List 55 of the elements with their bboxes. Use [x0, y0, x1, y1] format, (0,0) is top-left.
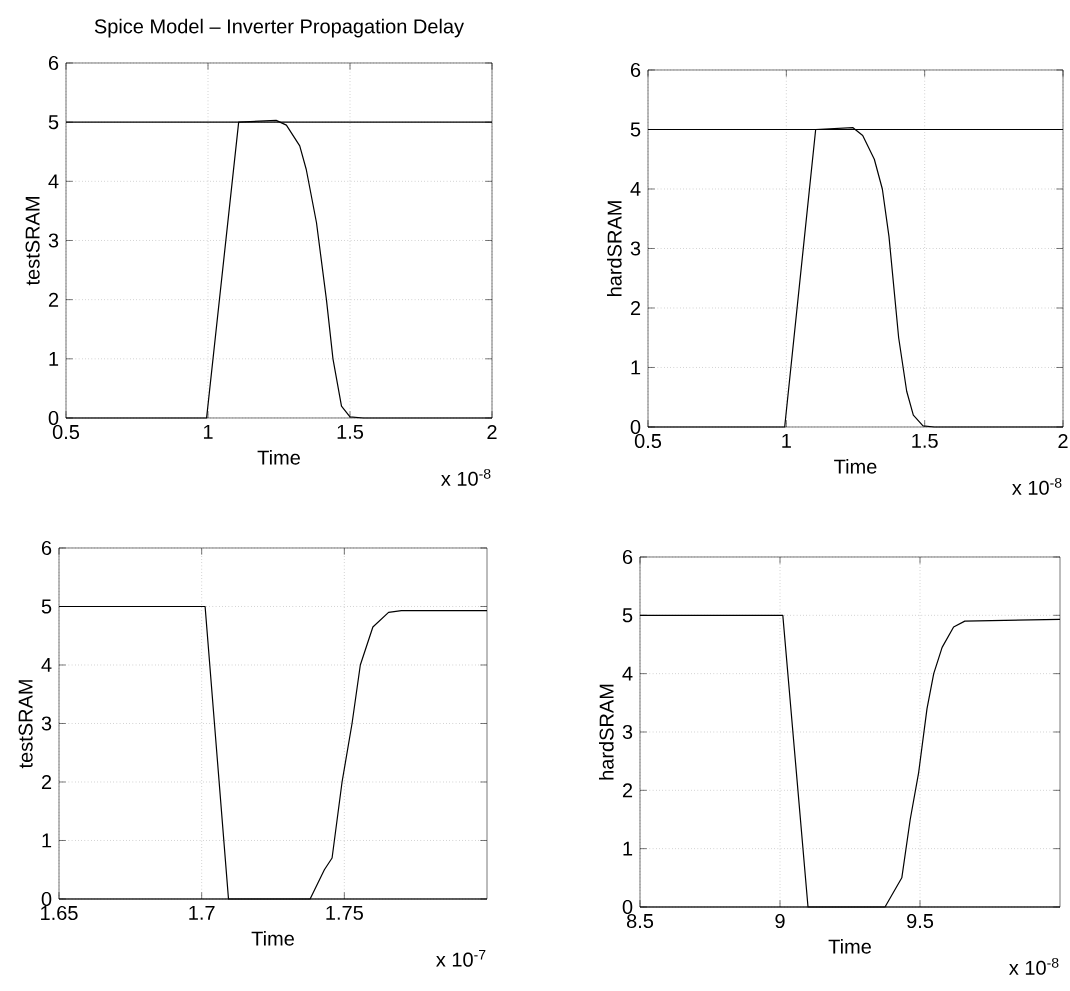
y-tick-label: 0 — [622, 899, 633, 915]
x-tick-label: 1.65 — [41, 905, 78, 921]
y-tick-label: 0 — [48, 410, 59, 426]
y-tick-label: 1 — [631, 360, 641, 375]
y-tick-label: 4 — [48, 174, 59, 189]
x-tick-label: 8.5 — [626, 913, 654, 929]
y-tick-label: 3 — [630, 241, 641, 256]
x-tick-label: 9 — [775, 913, 785, 929]
y-tick-label: 2 — [48, 292, 59, 307]
x-tick-label: 1.5 — [337, 424, 364, 439]
y-tick-label: 6 — [630, 62, 641, 78]
x-tick-label: 1.75 — [326, 905, 363, 920]
text: x 10$^{-8}$ — [1012, 477, 1062, 495]
y-tick-label: 5 — [630, 122, 641, 137]
x-axis-title: Time — [251, 931, 294, 946]
y-tick-label: 6 — [48, 55, 59, 71]
y-axis-title: hardSRAM — [599, 684, 614, 780]
y-axis-title: testSRAM — [25, 197, 40, 286]
y-tick-label: 3 — [48, 233, 59, 248]
text: x 10$^{-8}$ — [1009, 957, 1059, 975]
x-tick-label: 1.7 — [189, 905, 215, 920]
x-tick-label: 0.5 — [634, 433, 662, 449]
y-tick-label: 2 — [630, 301, 641, 315]
x-tick-label: 9.5 — [907, 913, 934, 929]
y-tick-label: 0 — [630, 419, 641, 435]
x-axis-title: Time — [828, 939, 871, 954]
text: x 10$^{-7}$ — [436, 949, 486, 967]
y-tick-label: 3 — [622, 724, 633, 740]
x-tick-label: 1 — [203, 424, 213, 439]
y-axis-title: hardSRAM — [607, 201, 622, 297]
y-axis-title: testSRAM — [18, 680, 33, 769]
x-axis-title: Time — [834, 459, 877, 474]
y-tick-label: 2 — [622, 783, 633, 798]
x-tick-label: 2 — [1058, 433, 1068, 448]
y-tick-label: 4 — [41, 658, 52, 672]
text: x 10$^{-8}$ — [441, 468, 491, 486]
x-tick-label: 1.5 — [912, 433, 938, 448]
y-tick-label: 5 — [41, 599, 52, 614]
y-tick-label: 0 — [41, 891, 52, 907]
y-tick-label: 1 — [49, 351, 59, 366]
y-tick-label: 2 — [41, 775, 52, 789]
y-tick-label: 4 — [622, 666, 633, 681]
x-tick-label: 2 — [487, 424, 497, 439]
y-tick-label: 6 — [622, 549, 633, 565]
y-tick-label: 6 — [41, 540, 52, 556]
y-tick-label: 5 — [622, 608, 633, 623]
y-tick-label: 1 — [42, 833, 52, 848]
x-tick-label: 1 — [782, 433, 791, 448]
y-tick-label: 4 — [630, 182, 641, 196]
chart-title: Spice Model – Inverter Propagation Delay — [94, 18, 464, 38]
x-axis-title: Time — [257, 450, 300, 465]
y-tick-label: 1 — [623, 841, 633, 856]
x-tick-label: 0.5 — [52, 424, 80, 440]
y-tick-label: 3 — [41, 716, 52, 731]
y-tick-label: 5 — [48, 115, 59, 130]
